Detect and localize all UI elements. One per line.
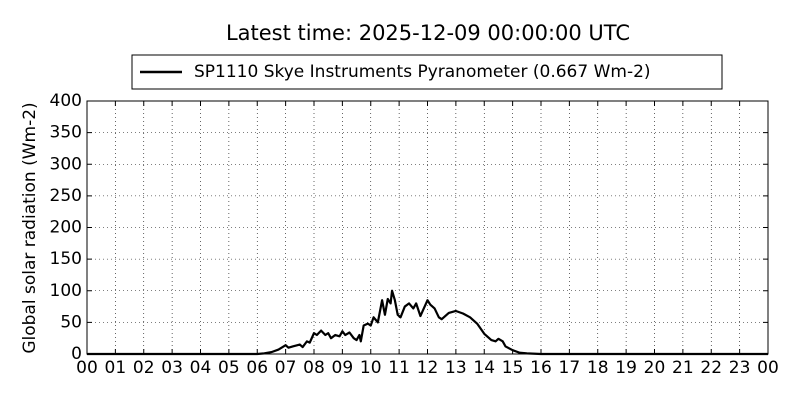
- x-tick-label: 08: [303, 358, 325, 378]
- x-tick-label: 04: [190, 358, 212, 378]
- y-tick-label: 250: [50, 186, 82, 206]
- legend-box: [131, 54, 723, 90]
- x-tick-label: 16: [530, 358, 552, 378]
- data-line: [87, 289, 768, 356]
- y-axis-label: Global solar radiation (Wm-2): [20, 102, 40, 353]
- y-tick-label: 50: [60, 312, 82, 332]
- x-tick-label: 11: [388, 358, 410, 378]
- x-tick-label: 14: [473, 358, 495, 378]
- x-tick-label: 00: [76, 358, 98, 378]
- x-tick-label: 21: [672, 358, 694, 378]
- y-tick-label: 0: [71, 344, 82, 364]
- x-tick-label: 19: [615, 358, 637, 378]
- y-tick-label: 150: [50, 249, 82, 269]
- y-tick-label: 350: [50, 123, 82, 143]
- x-tick-label: 07: [275, 358, 297, 378]
- y-tick-label: 300: [50, 154, 82, 174]
- x-tick-label: 23: [729, 358, 751, 378]
- y-tick-label: 200: [50, 218, 82, 238]
- legend-label: SP1110 Skye Instruments Pyranometer (0.6…: [194, 62, 651, 82]
- x-tick-label: 22: [700, 358, 722, 378]
- x-tick-label: 05: [218, 358, 240, 378]
- x-tick-label: 20: [644, 358, 666, 378]
- x-tick-label: 18: [587, 358, 609, 378]
- x-tick-label: 15: [502, 358, 524, 378]
- x-tick-label: 10: [360, 358, 382, 378]
- y-tick-label: 400: [50, 91, 82, 111]
- x-tick-label: 12: [417, 358, 439, 378]
- plot-frame: [86, 100, 769, 355]
- x-tick-label: 13: [445, 358, 467, 378]
- x-tick-label: 03: [161, 358, 183, 378]
- x-tick-label: 00: [757, 358, 779, 378]
- x-tick-label: 06: [246, 358, 268, 378]
- x-tick-label: 02: [133, 358, 155, 378]
- chart-title: Latest time: 2025-12-09 00:00:00 UTC: [226, 21, 630, 45]
- y-tick-label: 100: [50, 281, 82, 301]
- x-tick-label: 09: [332, 358, 354, 378]
- x-tick-label: 01: [105, 358, 127, 378]
- x-tick-label: 17: [559, 358, 581, 378]
